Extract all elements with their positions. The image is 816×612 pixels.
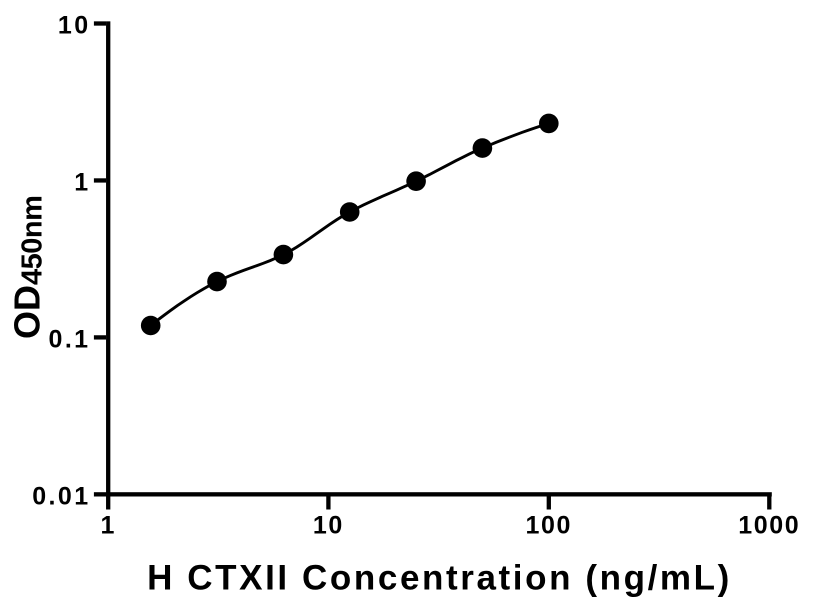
svg-text:0.1: 0.1 (49, 325, 91, 353)
svg-text:H CTXII Concentration (ng/mL): H CTXII Concentration (ng/mL) (147, 558, 732, 597)
svg-text:OD450nm: OD450nm (7, 196, 49, 339)
svg-text:10: 10 (58, 12, 91, 40)
svg-text:100: 100 (526, 511, 573, 539)
svg-text:1000: 1000 (738, 511, 800, 539)
svg-text:1: 1 (100, 511, 116, 539)
svg-text:1: 1 (74, 168, 90, 196)
svg-text:0.01: 0.01 (32, 482, 90, 510)
svg-text:10: 10 (313, 511, 344, 539)
